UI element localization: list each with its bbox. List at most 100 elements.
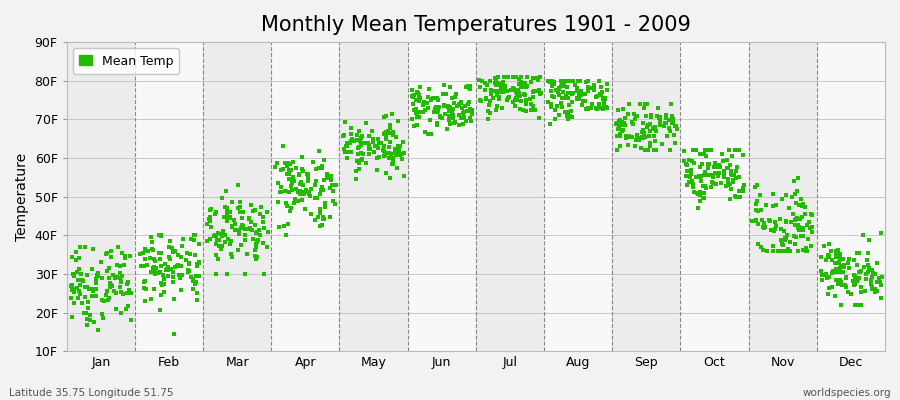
Point [392,150,406,157]
Point [187,237,202,244]
Point [153,256,167,262]
Point [397,173,411,179]
Point [379,136,393,143]
Point [859,276,873,282]
Point [510,92,525,98]
Point [216,228,230,234]
Point [492,96,507,102]
Point [609,147,624,154]
Point [816,243,831,250]
Point [452,122,466,128]
Point [836,269,850,275]
Point [365,139,380,145]
Point [819,274,833,281]
Point [338,149,352,155]
Point [580,84,595,90]
Point [94,275,109,282]
Point [212,236,226,243]
Point [869,288,884,294]
Point [86,286,100,292]
Point [860,262,875,269]
Point [314,187,328,193]
Point [143,255,157,261]
Point [190,263,204,270]
Point [94,297,109,303]
Point [298,206,312,212]
Point [495,86,509,93]
Point [626,121,640,127]
Point [382,144,397,150]
Point [326,188,340,194]
Point [870,279,885,285]
Point [199,221,213,228]
Point [527,106,542,113]
Point [630,113,644,119]
Point [339,140,354,146]
Point [491,88,506,95]
Point [246,208,260,214]
Point [707,164,722,170]
Point [544,100,558,107]
Point [874,282,888,288]
Point [220,271,235,277]
Point [636,135,651,141]
Point [839,275,853,281]
Point [498,83,512,89]
Point [161,253,176,260]
Point [633,101,647,107]
Point [256,225,271,232]
Point [299,189,313,196]
Point [847,257,861,263]
Point [69,269,84,276]
Point [445,94,459,101]
Point [634,145,649,151]
Point [666,119,680,126]
Point [442,108,456,114]
Point [446,115,461,122]
Point [302,188,316,195]
Point [712,164,726,170]
Point [249,238,264,245]
Point [144,268,158,275]
Point [610,106,625,113]
Point [666,132,680,139]
Point [502,94,517,100]
Point [783,239,797,246]
Point [409,106,423,113]
Point [873,230,887,236]
Point [512,106,526,112]
Point [514,84,528,90]
Point [356,151,371,158]
Point [551,89,565,96]
Point [799,248,814,254]
Point [780,232,795,238]
Point [725,177,740,183]
Point [721,180,735,186]
Point [372,154,386,160]
Point [828,293,842,300]
Point [556,78,571,84]
Point [706,174,720,180]
Point [768,219,782,226]
Point [75,277,89,284]
Point [846,278,860,284]
Point [430,122,445,128]
Point [248,253,262,259]
Point [709,181,724,188]
Point [154,233,168,239]
Point [613,133,627,140]
Point [462,84,476,91]
Point [579,78,593,85]
Point [73,244,87,250]
Point [697,195,711,201]
Point [270,160,284,166]
Point [869,260,884,266]
Point [872,275,886,281]
Point [315,184,329,190]
Point [408,123,422,130]
Point [688,174,703,180]
Point [280,170,294,177]
Point [597,100,611,106]
Point [227,216,241,223]
Point [137,285,151,291]
